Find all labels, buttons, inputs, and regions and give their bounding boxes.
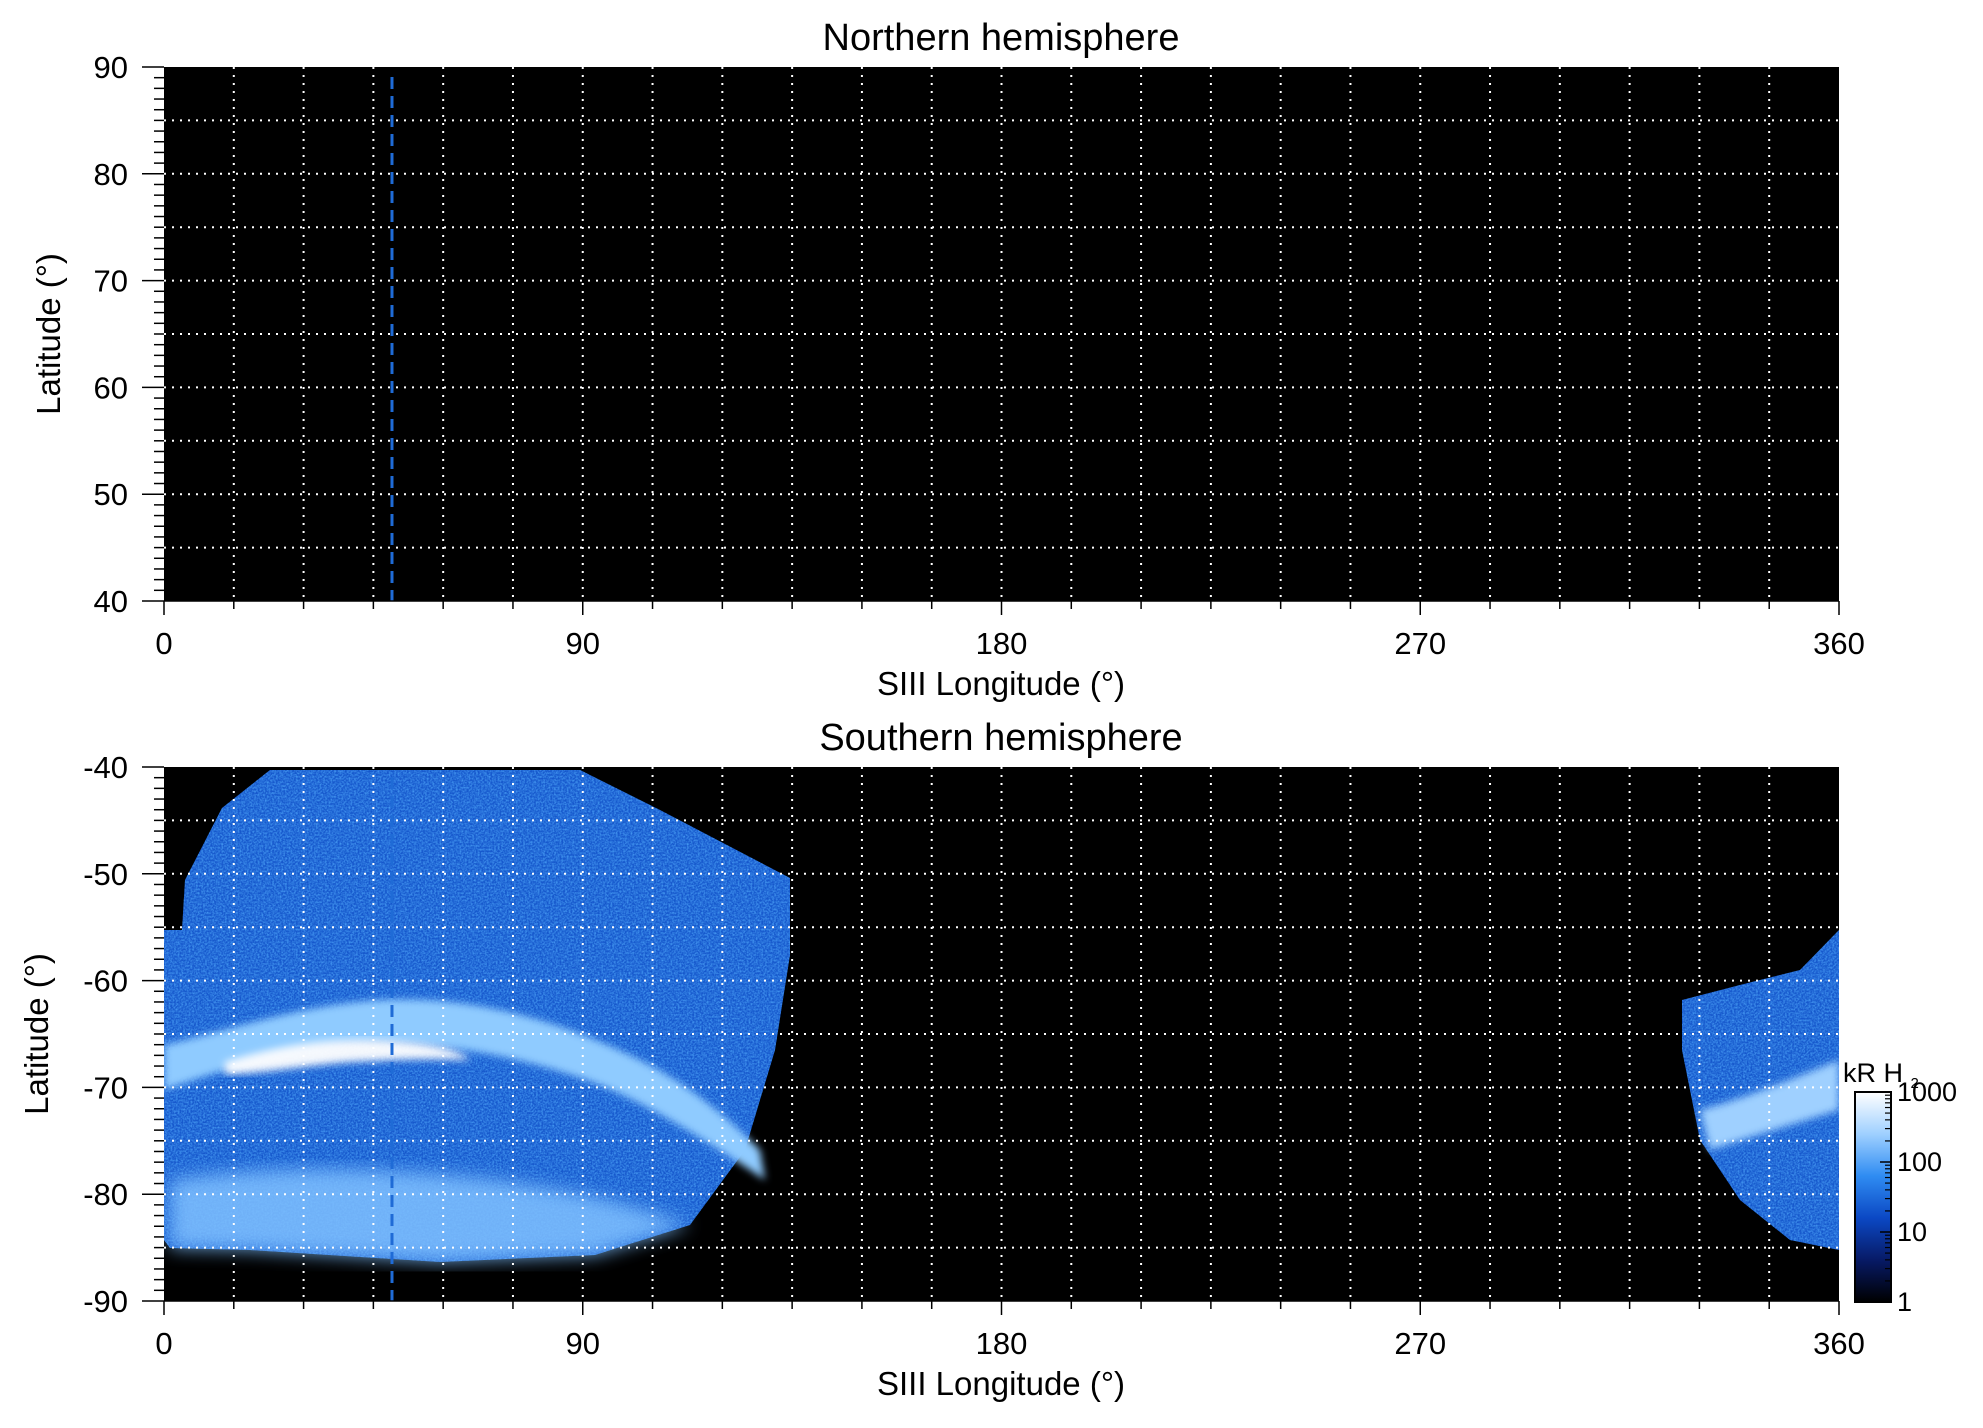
south-y-tick-labels: -90 -80 -70 -60 -50 -40 bbox=[83, 750, 128, 1319]
colorbar-tick-label: 10 bbox=[1897, 1217, 1927, 1247]
colorbar-ticks: 1 10 100 1000 bbox=[1880, 1077, 1957, 1317]
north-x-tick-labels: 0 90 180 270 360 bbox=[155, 626, 1864, 661]
y-tick-label: -70 bbox=[83, 1070, 128, 1105]
colorbar: kR H 2 1 10 100 1000 bbox=[1843, 1058, 1957, 1317]
north-y-tick-labels: 40 50 60 70 80 90 bbox=[94, 50, 128, 619]
colorbar-tick-label: 1000 bbox=[1897, 1077, 1957, 1107]
north-minor-ticks bbox=[142, 66, 1840, 615]
y-tick-label: 40 bbox=[94, 584, 128, 619]
south-x-axis-label: SIII Longitude (°) bbox=[877, 1365, 1125, 1402]
main-oval-bright-core bbox=[225, 1039, 470, 1074]
north-title: Northern hemisphere bbox=[823, 17, 1180, 59]
poleward-diffuse-band bbox=[170, 1169, 690, 1262]
x-tick-label: 180 bbox=[976, 1326, 1028, 1361]
colorbar-label-main: kR H bbox=[1843, 1058, 1903, 1088]
south-y-axis-label: Latitude (°) bbox=[18, 953, 55, 1115]
south-minor-ticks bbox=[142, 766, 1840, 1315]
southern-panel: Southern hemisphere 0 90 180 270 360 -90-80-… bbox=[18, 717, 1957, 1402]
y-tick-label: -40 bbox=[83, 750, 128, 785]
x-tick-label: 0 bbox=[155, 626, 172, 661]
x-tick-label: 270 bbox=[1394, 626, 1446, 661]
colorbar-label-sub: 2 bbox=[1911, 1075, 1919, 1092]
colorbar-gradient bbox=[1854, 1091, 1892, 1303]
south-x-tick-labels: 0 90 180 270 360 bbox=[155, 1326, 1864, 1361]
north-grid bbox=[164, 67, 1839, 601]
y-tick-label: -50 bbox=[83, 857, 128, 892]
x-tick-label: 180 bbox=[976, 626, 1028, 661]
x-tick-label: 360 bbox=[1813, 626, 1865, 661]
y-tick-label: 80 bbox=[94, 157, 128, 192]
colorbar-tick-label: 1 bbox=[1897, 1287, 1912, 1317]
x-tick-label: 90 bbox=[566, 1326, 600, 1361]
south-title: Southern hemisphere bbox=[819, 717, 1182, 759]
x-tick-label: 90 bbox=[566, 626, 600, 661]
x-tick-label: 360 bbox=[1813, 1326, 1865, 1361]
x-tick-label: 270 bbox=[1394, 1326, 1446, 1361]
emission-region-east-speckle bbox=[1682, 930, 1839, 1250]
colorbar-tick-label: 100 bbox=[1897, 1147, 1942, 1177]
north-y-axis-label: Latitude (°) bbox=[30, 253, 67, 415]
y-tick-label: 50 bbox=[94, 477, 128, 512]
y-tick-label: -80 bbox=[83, 1177, 128, 1212]
northern-panel: Northern hemisphere 0 90 180 270 360 40 50 60 7… bbox=[30, 17, 1865, 702]
y-tick-label: -90 bbox=[83, 1284, 128, 1319]
y-tick-label: -60 bbox=[83, 964, 128, 999]
north-x-axis-label: SIII Longitude (°) bbox=[877, 665, 1125, 702]
y-tick-label: 70 bbox=[94, 264, 128, 299]
y-tick-label: 90 bbox=[94, 50, 128, 85]
x-tick-label: 0 bbox=[155, 1326, 172, 1361]
y-tick-label: 60 bbox=[94, 370, 128, 405]
south-grid bbox=[164, 767, 1839, 1301]
south-emission-map bbox=[164, 770, 1839, 1262]
colorbar-label: kR H 2 bbox=[1843, 1058, 1919, 1092]
